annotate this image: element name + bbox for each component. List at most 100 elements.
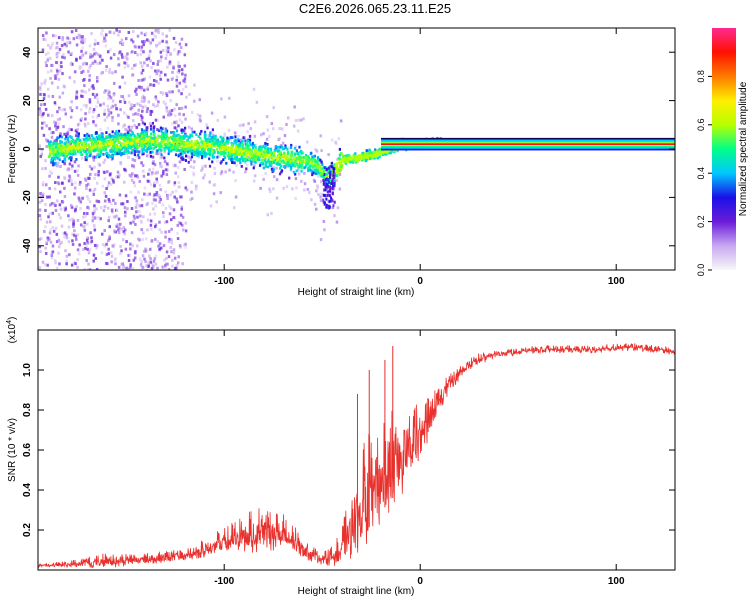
spectrogram-noise-cell xyxy=(133,216,136,220)
spectrogram-signal-cell xyxy=(126,143,130,147)
spectrogram-noise-cell xyxy=(55,240,59,244)
spectrogram-noise-cell xyxy=(73,192,76,196)
spectrogram-signal-cell xyxy=(217,150,220,154)
snr-y-tick-label: 1.0 xyxy=(22,363,33,377)
spectrogram-signal-cell xyxy=(109,135,112,139)
spectrogram-signal-cell xyxy=(193,150,196,154)
spectrogram-signal-cell xyxy=(160,145,164,149)
spectrogram-noise-cell xyxy=(240,123,244,127)
spectrogram-noise-cell xyxy=(166,194,170,198)
spectrogram-noise-cell xyxy=(50,142,53,146)
spectrogram-noise-cell xyxy=(140,78,143,82)
spectrogram-noise-cell xyxy=(40,82,43,86)
spectrogram-signal-cell xyxy=(328,178,331,182)
spectrogram-signal-cell xyxy=(100,133,103,137)
spectrogram-noise-cell xyxy=(207,134,210,138)
spectrogram-noise-cell xyxy=(38,145,42,149)
spectrogram-noise-cell xyxy=(68,127,71,131)
spectrogram-noise-cell xyxy=(173,114,177,118)
spectrogram-signal-cell xyxy=(310,151,313,155)
spectrogram-signal-cell xyxy=(333,179,336,183)
spectrogram-noise-cell xyxy=(47,51,50,55)
spectrogram-signal-cell xyxy=(234,135,237,139)
spectrogram-noise-cell xyxy=(76,173,80,177)
spectrogram-signal-cell xyxy=(333,167,336,171)
spectrogram-signal-cell xyxy=(77,134,80,138)
spectrogram-noise-cell xyxy=(153,212,156,216)
spectrogram-noise-cell xyxy=(141,40,144,44)
spectrogram-signal-cell xyxy=(364,152,367,156)
spectrogram-noise-cell xyxy=(123,61,126,65)
spectrogram-signal-cell xyxy=(66,139,70,143)
spectrogram-signal-cell xyxy=(147,137,150,141)
spectrogram-noise-cell xyxy=(226,142,229,146)
spectrogram-signal-cell xyxy=(314,160,317,164)
spectrogram-noise-cell xyxy=(144,247,147,251)
spectrogram-signal-cell xyxy=(49,140,52,144)
spectrogram-noise-cell xyxy=(110,260,113,264)
spectrogram-noise-cell xyxy=(46,58,50,62)
spectrogram-noise-cell xyxy=(41,260,45,264)
spectrogram-signal-cell xyxy=(95,155,98,159)
spectrogram-signal-cell xyxy=(95,141,98,145)
spectrogram-noise-cell xyxy=(129,190,133,194)
spectrogram-noise-cell xyxy=(167,111,171,115)
spectrogram-signal-cell xyxy=(116,132,119,135)
spectrogram-noise-cell xyxy=(114,103,117,107)
spectrogram-noise-cell xyxy=(119,162,123,166)
spectrogram-signal-cell xyxy=(191,130,194,134)
spectrogram-signal-cell xyxy=(167,136,170,140)
spectrogram-noise-cell xyxy=(181,223,184,227)
spectrogram-signal-cell xyxy=(157,134,160,138)
spectrogram-x-tick-label: -100 xyxy=(214,276,234,287)
spectrogram-noise-cell xyxy=(118,227,121,231)
spectrogram-signal-cell xyxy=(241,155,244,159)
spectrogram-signal-cell xyxy=(189,135,192,139)
colorbar-tick-label: 0.6 xyxy=(696,119,706,132)
spectrogram-signal-cell xyxy=(260,153,263,157)
spectrogram-noise-cell xyxy=(55,164,58,168)
spectrogram-noise-cell xyxy=(132,214,136,218)
spectrogram-noise-cell xyxy=(152,167,155,171)
spectrogram-signal-cell xyxy=(99,153,102,157)
spectrogram-noise-cell xyxy=(157,244,160,248)
spectrogram-noise-cell xyxy=(72,37,76,41)
spectrogram-signal-cell xyxy=(254,158,258,162)
spectrogram-noise-cell xyxy=(124,37,128,41)
spectrogram-signal-cell xyxy=(51,147,54,151)
spectrogram-y-tick-label: -20 xyxy=(22,190,33,205)
spectrogram-noise-cell xyxy=(147,100,151,104)
spectrogram-noise-cell xyxy=(211,132,214,136)
spectrogram-signal-cell xyxy=(279,166,282,170)
spectrogram-noise-cell xyxy=(134,249,137,253)
spectrogram-signal-cell xyxy=(218,147,222,150)
spectrogram-noise-cell xyxy=(55,266,59,270)
spectrogram-noise-cell xyxy=(219,191,223,195)
spectrogram-signal-cell xyxy=(325,197,328,201)
spectrogram-noise-cell xyxy=(141,109,144,113)
spectrogram-noise-cell xyxy=(83,37,87,41)
spectrogram-signal-cell xyxy=(266,143,269,146)
spectrogram-noise-cell xyxy=(51,41,55,45)
spectrogram-noise-cell xyxy=(111,104,115,108)
spectrogram-noise-cell xyxy=(81,46,84,50)
spectrogram-noise-cell xyxy=(75,106,79,110)
spectrogram-noise-cell xyxy=(55,138,58,142)
spectrogram-noise-cell xyxy=(48,231,52,235)
spectrogram-noise-cell xyxy=(56,199,59,203)
spectrogram-x-tick-label: 100 xyxy=(608,276,625,287)
spectrogram-noise-cell xyxy=(62,231,65,235)
spectrogram-noise-cell xyxy=(133,184,137,188)
spectrogram-noise-cell xyxy=(99,103,102,107)
spectrogram-noise-cell xyxy=(92,86,95,90)
spectrogram-signal-cell xyxy=(279,153,283,156)
spectrogram-noise-cell xyxy=(39,154,42,158)
spectrogram-noise-cell xyxy=(92,253,96,257)
colorbar-tick-label: 0.4 xyxy=(696,167,706,180)
spectrogram-noise-cell xyxy=(124,247,128,251)
spectrogram-noise-cell xyxy=(108,111,112,115)
spectrogram-noise-cell xyxy=(138,257,142,261)
spectrogram-signal-cell xyxy=(132,137,135,141)
spectrogram-noise-cell xyxy=(76,258,79,262)
